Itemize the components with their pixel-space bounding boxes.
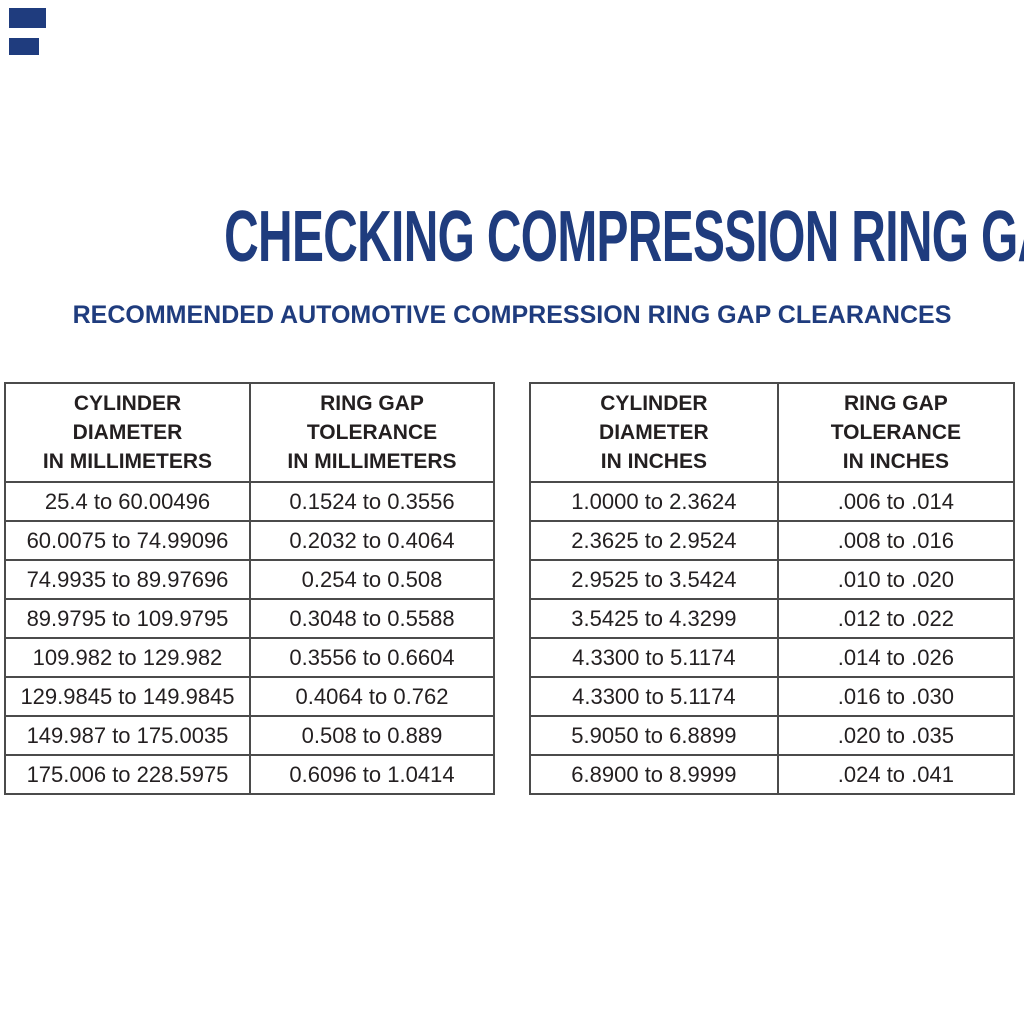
cylinder-diameter-in-value: 1.0000 to 2.3624 bbox=[529, 481, 779, 522]
cylinder-diameter-mm-value: 89.9795 to 109.9795 bbox=[4, 598, 251, 639]
cylinder-diameter-mm-value: 25.4 to 60.00496 bbox=[4, 481, 251, 522]
scan-artifact-mark bbox=[9, 38, 39, 55]
table-row: 60.0075 to 74.99096 0.2032 to 0.4064 bbox=[4, 520, 496, 561]
table-row: 109.982 to 129.982 0.3556 to 0.6604 bbox=[4, 637, 496, 678]
column-header-ring-gap-tolerance-in: RING GAP TOLERANCE IN INCHES bbox=[776, 382, 1016, 483]
table-row: 2.9525 to 3.5424 .010 to .020 bbox=[529, 559, 1016, 600]
cylinder-diameter-mm-value: 175.006 to 228.5975 bbox=[4, 754, 251, 795]
page-subtitle: RECOMMENDED AUTOMOTIVE COMPRESSION RING … bbox=[72, 301, 952, 329]
subtitle-row: RECOMMENDED AUTOMOTIVE COMPRESSION RING … bbox=[0, 303, 1024, 328]
table-row: 129.9845 to 149.9845 0.4064 to 0.762 bbox=[4, 676, 496, 717]
cylinder-diameter-in-value: 4.3300 to 5.1174 bbox=[529, 637, 779, 678]
ring-gap-tolerance-mm-value: 0.3556 to 0.6604 bbox=[248, 637, 496, 678]
table-row: 89.9795 to 109.9795 0.3048 to 0.5588 bbox=[4, 598, 496, 639]
table-header-row: CYLINDER DIAMETER IN INCHES RING GAP TOL… bbox=[529, 382, 1016, 483]
cylinder-diameter-mm-value: 60.0075 to 74.99096 bbox=[4, 520, 251, 561]
ring-gap-table-inches: CYLINDER DIAMETER IN INCHES RING GAP TOL… bbox=[529, 382, 1016, 795]
table-row: 4.3300 to 5.1174 .016 to .030 bbox=[529, 676, 1016, 717]
table-row: 5.9050 to 6.8899 .020 to .035 bbox=[529, 715, 1016, 756]
ring-gap-table-millimeters: CYLINDER DIAMETER IN MILLIMETERS RING GA… bbox=[4, 382, 496, 795]
page-title: CHECKING COMPRESSION RING GAPS bbox=[224, 197, 1024, 277]
ring-gap-tolerance-in-value: .010 to .020 bbox=[776, 559, 1016, 600]
ring-gap-tolerance-mm-value: 0.254 to 0.508 bbox=[248, 559, 496, 600]
column-header-cylinder-diameter-mm: CYLINDER DIAMETER IN MILLIMETERS bbox=[4, 382, 251, 483]
cylinder-diameter-mm-value: 149.987 to 175.0035 bbox=[4, 715, 251, 756]
cylinder-diameter-in-value: 5.9050 to 6.8899 bbox=[529, 715, 779, 756]
table-row: 6.8900 to 8.9999 .024 to .041 bbox=[529, 754, 1016, 795]
scan-artifact-mark bbox=[9, 8, 46, 28]
ring-gap-tolerance-in-value: .008 to .016 bbox=[776, 520, 1016, 561]
ring-gap-tolerance-in-value: .006 to .014 bbox=[776, 481, 1016, 522]
cylinder-diameter-mm-value: 109.982 to 129.982 bbox=[4, 637, 251, 678]
table-row: 1.0000 to 2.3624 .006 to .014 bbox=[529, 481, 1016, 522]
cylinder-diameter-mm-value: 129.9845 to 149.9845 bbox=[4, 676, 251, 717]
cylinder-diameter-in-value: 2.9525 to 3.5424 bbox=[529, 559, 779, 600]
table-row: 25.4 to 60.00496 0.1524 to 0.3556 bbox=[4, 481, 496, 522]
cylinder-diameter-in-value: 2.3625 to 2.9524 bbox=[529, 520, 779, 561]
ring-gap-tolerance-mm-value: 0.508 to 0.889 bbox=[248, 715, 496, 756]
ring-gap-tolerance-in-value: .012 to .022 bbox=[776, 598, 1016, 639]
table-row: 2.3625 to 2.9524 .008 to .016 bbox=[529, 520, 1016, 561]
ring-gap-tolerance-mm-value: 0.6096 to 1.0414 bbox=[248, 754, 496, 795]
table-row: 4.3300 to 5.1174 .014 to .026 bbox=[529, 637, 1016, 678]
column-header-cylinder-diameter-in: CYLINDER DIAMETER IN INCHES bbox=[529, 382, 779, 483]
column-header-ring-gap-tolerance-mm: RING GAP TOLERANCE IN MILLIMETERS bbox=[248, 382, 496, 483]
ring-gap-tolerance-in-value: .014 to .026 bbox=[776, 637, 1016, 678]
table-row: 149.987 to 175.0035 0.508 to 0.889 bbox=[4, 715, 496, 756]
ring-gap-tolerance-in-value: .020 to .035 bbox=[776, 715, 1016, 756]
cylinder-diameter-in-value: 3.5425 to 4.3299 bbox=[529, 598, 779, 639]
title-row: CHECKING COMPRESSION RING GAPS bbox=[0, 201, 1024, 273]
ring-gap-tolerance-in-value: .016 to .030 bbox=[776, 676, 1016, 717]
ring-gap-tolerance-mm-value: 0.4064 to 0.762 bbox=[248, 676, 496, 717]
ring-gap-tolerance-mm-value: 0.3048 to 0.5588 bbox=[248, 598, 496, 639]
table-row: 74.9935 to 89.97696 0.254 to 0.508 bbox=[4, 559, 496, 600]
ring-gap-tolerance-in-value: .024 to .041 bbox=[776, 754, 1016, 795]
table-header-row: CYLINDER DIAMETER IN MILLIMETERS RING GA… bbox=[4, 382, 496, 483]
cylinder-diameter-mm-value: 74.9935 to 89.97696 bbox=[4, 559, 251, 600]
table-row: 175.006 to 228.5975 0.6096 to 1.0414 bbox=[4, 754, 496, 795]
ring-gap-tolerance-mm-value: 0.2032 to 0.4064 bbox=[248, 520, 496, 561]
cylinder-diameter-in-value: 4.3300 to 5.1174 bbox=[529, 676, 779, 717]
table-row: 3.5425 to 4.3299 .012 to .022 bbox=[529, 598, 1016, 639]
ring-gap-tolerance-mm-value: 0.1524 to 0.3556 bbox=[248, 481, 496, 522]
cylinder-diameter-in-value: 6.8900 to 8.9999 bbox=[529, 754, 779, 795]
